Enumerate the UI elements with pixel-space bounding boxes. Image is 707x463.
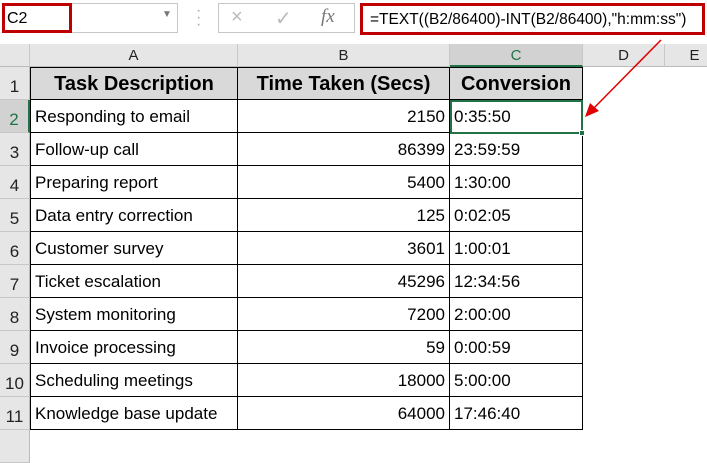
table-cell-secs[interactable]: 86399 (238, 133, 450, 166)
table-cell-task[interactable]: Data entry correction (30, 199, 238, 232)
table-cell-task[interactable]: System monitoring (30, 298, 238, 331)
enter-icon[interactable]: ✓ (275, 8, 292, 30)
table-cell-conversion[interactable]: 1:30:00 (450, 166, 583, 199)
table-cell-secs[interactable]: 7200 (238, 298, 450, 331)
table-cell-secs[interactable]: 125 (238, 199, 450, 232)
table-cell-secs[interactable]: 5400 (238, 166, 450, 199)
arrow-head (585, 103, 599, 117)
row-header[interactable]: 10 (0, 364, 30, 397)
table-cell-secs[interactable]: 45296 (238, 265, 450, 298)
header-cell[interactable]: Task Description (30, 67, 238, 100)
formula-buttons: × ✓ fx (218, 3, 355, 33)
header-cell[interactable]: Conversion (450, 67, 583, 100)
column-header-d[interactable]: D (583, 44, 665, 67)
table-cell-conversion[interactable]: 0:02:05 (450, 199, 583, 232)
row-header[interactable]: 5 (0, 199, 30, 232)
table-cell-task[interactable]: Customer survey (30, 232, 238, 265)
table-cell-task[interactable]: Follow-up call (30, 133, 238, 166)
row-header[interactable]: 7 (0, 265, 30, 298)
table-cell-task[interactable]: Preparing report (30, 166, 238, 199)
selected-cell-border (450, 100, 583, 134)
table-cell-conversion[interactable]: 23:59:59 (450, 133, 583, 166)
table-cell-conversion[interactable]: 12:34:56 (450, 265, 583, 298)
row-header[interactable]: 11 (0, 397, 30, 430)
insert-function-icon[interactable]: fx (321, 6, 335, 27)
cancel-icon[interactable]: × (231, 6, 243, 28)
drag-handle-icon[interactable]: · · · (196, 2, 202, 33)
name-box-value: C2 (7, 10, 28, 27)
name-box-highlight (2, 3, 72, 33)
row-header[interactable]: 3 (0, 133, 30, 166)
table-cell-task[interactable]: Responding to email (30, 100, 238, 133)
row-header[interactable]: 6 (0, 232, 30, 265)
column-header-b[interactable]: B (238, 44, 450, 67)
header-cell[interactable]: Time Taken (Secs) (238, 67, 450, 100)
chevron-down-icon[interactable]: ▼ (162, 9, 172, 20)
select-all-corner[interactable] (0, 44, 30, 67)
formula-input[interactable]: =TEXT((B2/86400)-INT(B2/86400),"h:mm:ss"… (360, 3, 705, 35)
table-cell-task[interactable]: Invoice processing (30, 331, 238, 364)
table-cell-conversion[interactable]: 0:00:59 (450, 331, 583, 364)
column-header-e[interactable]: E (665, 44, 707, 67)
row-header[interactable]: 4 (0, 166, 30, 199)
table-cell-secs[interactable]: 2150 (238, 100, 450, 133)
table-cell-conversion[interactable]: 17:46:40 (450, 397, 583, 430)
formula-text: =TEXT((B2/86400)-INT(B2/86400),"h:mm:ss"… (370, 11, 687, 28)
arrow-line (591, 39, 662, 111)
table-cell-conversion[interactable]: 1:00:01 (450, 232, 583, 265)
column-header-c[interactable]: C (450, 44, 583, 67)
table-cell-secs[interactable]: 64000 (238, 397, 450, 430)
fill-handle[interactable] (579, 130, 585, 136)
column-headers: A B C D E (0, 44, 707, 67)
row-header[interactable]: 8 (0, 298, 30, 331)
table-cell-conversion[interactable]: 5:00:00 (450, 364, 583, 397)
row-header[interactable]: 2 (0, 100, 30, 133)
table-cell-secs[interactable]: 59 (238, 331, 450, 364)
table-cell-secs[interactable]: 3601 (238, 232, 450, 265)
table-cell-task[interactable]: Ticket escalation (30, 265, 238, 298)
table-cell-conversion[interactable]: 2:00:00 (450, 298, 583, 331)
table-cell-secs[interactable]: 18000 (238, 364, 450, 397)
annotation-arrow (585, 39, 662, 117)
column-header-a[interactable]: A (30, 44, 238, 67)
table-cell-task[interactable]: Knowledge base update (30, 397, 238, 430)
row-header-1[interactable]: 1 (0, 67, 30, 100)
table-cell-task[interactable]: Scheduling meetings (30, 364, 238, 397)
row-header[interactable]: 9 (0, 331, 30, 364)
